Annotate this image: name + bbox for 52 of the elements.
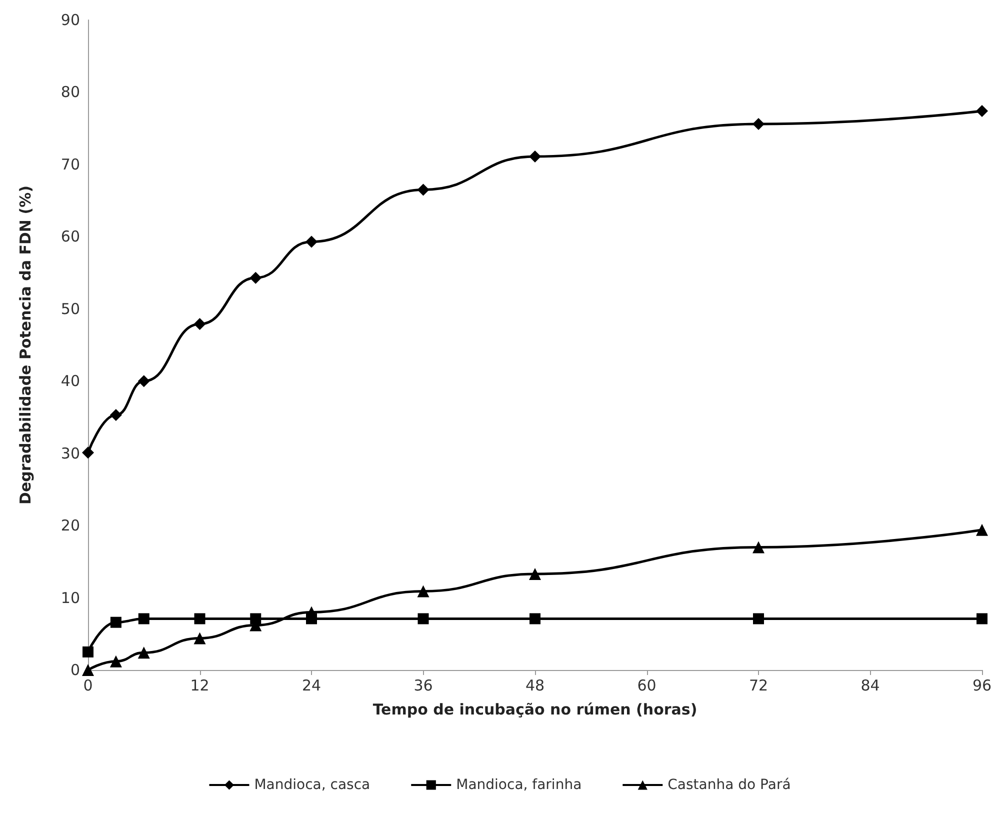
point (138, 646, 150, 659)
point (110, 409, 122, 422)
point (110, 655, 122, 668)
point (194, 613, 206, 624)
legend-label: Mandioca, farinha (456, 777, 582, 793)
point (82, 646, 94, 658)
point (250, 272, 262, 284)
x-tick-label: 0 (83, 676, 93, 694)
point (417, 585, 430, 598)
x-tick-label: 84 (860, 676, 880, 694)
point (306, 236, 318, 248)
point (417, 184, 430, 196)
y-tick-label: 40 (60, 372, 80, 390)
point (529, 568, 541, 580)
point (753, 613, 764, 624)
point (306, 606, 318, 618)
y-tick-label: 70 (60, 155, 80, 174)
y-tick-label: 50 (60, 300, 80, 318)
x-tick-label: 96 (972, 676, 992, 694)
x-tick-label: 60 (637, 676, 656, 694)
y-tick-label: 80 (60, 83, 80, 102)
point (529, 150, 541, 162)
point (82, 664, 94, 676)
y-axis-title: Degradabilidade Potencia da FDN (%) (16, 186, 34, 504)
point (82, 446, 94, 459)
y-tick-label: 30 (60, 444, 80, 462)
point (530, 613, 540, 624)
point (752, 118, 764, 130)
y-tick-label: 60 (60, 228, 80, 246)
legend-label: Mandioca, casca (254, 777, 370, 793)
x-tick-label: 24 (302, 676, 322, 694)
point (138, 375, 150, 388)
point (110, 616, 122, 628)
legend-label: Castanha do Pará (668, 777, 791, 793)
y-tick-label: 10 (60, 588, 80, 607)
x-axis-title: Tempo de incubação no rúmen (horas) (372, 700, 698, 718)
point (138, 613, 150, 624)
x-tick-label: 48 (525, 676, 545, 694)
point (752, 541, 764, 554)
point (250, 613, 262, 624)
x-tick-label: 12 (190, 676, 210, 694)
point (194, 318, 206, 330)
point (418, 613, 429, 624)
x-tick-label: 72 (748, 676, 768, 694)
point (976, 613, 988, 624)
y-tick-label: 90 (60, 11, 80, 29)
point (976, 524, 988, 536)
y-tick-label: 0 (70, 661, 80, 679)
x-tick-label: 36 (414, 676, 433, 694)
point (976, 105, 988, 117)
y-tick-label: 20 (60, 516, 80, 535)
point (194, 632, 206, 644)
